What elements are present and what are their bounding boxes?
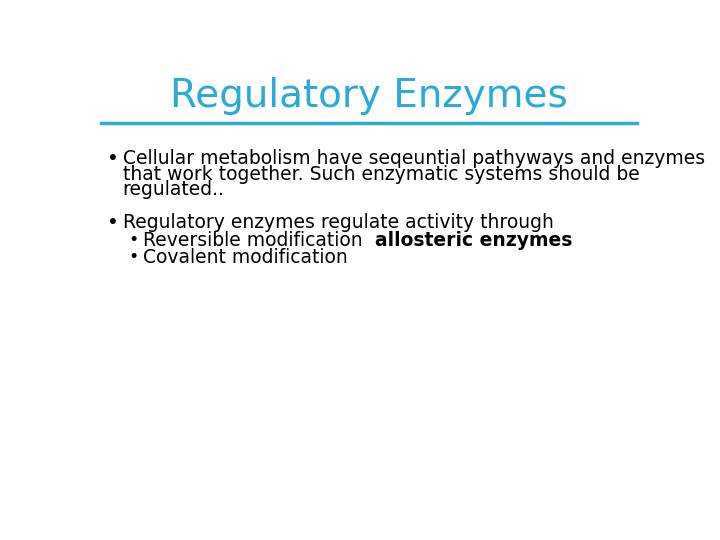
Text: •: • <box>107 150 119 168</box>
Text: •: • <box>129 231 139 249</box>
Text: •: • <box>129 248 139 266</box>
Text: •: • <box>107 213 119 232</box>
Text: Reversible modification: Reversible modification <box>143 231 369 250</box>
Text: regulated..: regulated.. <box>122 180 225 199</box>
Text: allosteric enzymes: allosteric enzymes <box>375 231 573 250</box>
Text: Regulatory Enzymes: Regulatory Enzymes <box>170 77 568 114</box>
Text: Regulatory enzymes regulate activity through: Regulatory enzymes regulate activity thr… <box>122 213 554 232</box>
Text: Covalent modification: Covalent modification <box>143 248 348 267</box>
Text: that work together. Such enzymatic systems should be: that work together. Such enzymatic syste… <box>122 165 639 184</box>
Text: Cellular metabolism have seqeuntial pathyways and enzymes: Cellular metabolism have seqeuntial path… <box>122 150 705 168</box>
